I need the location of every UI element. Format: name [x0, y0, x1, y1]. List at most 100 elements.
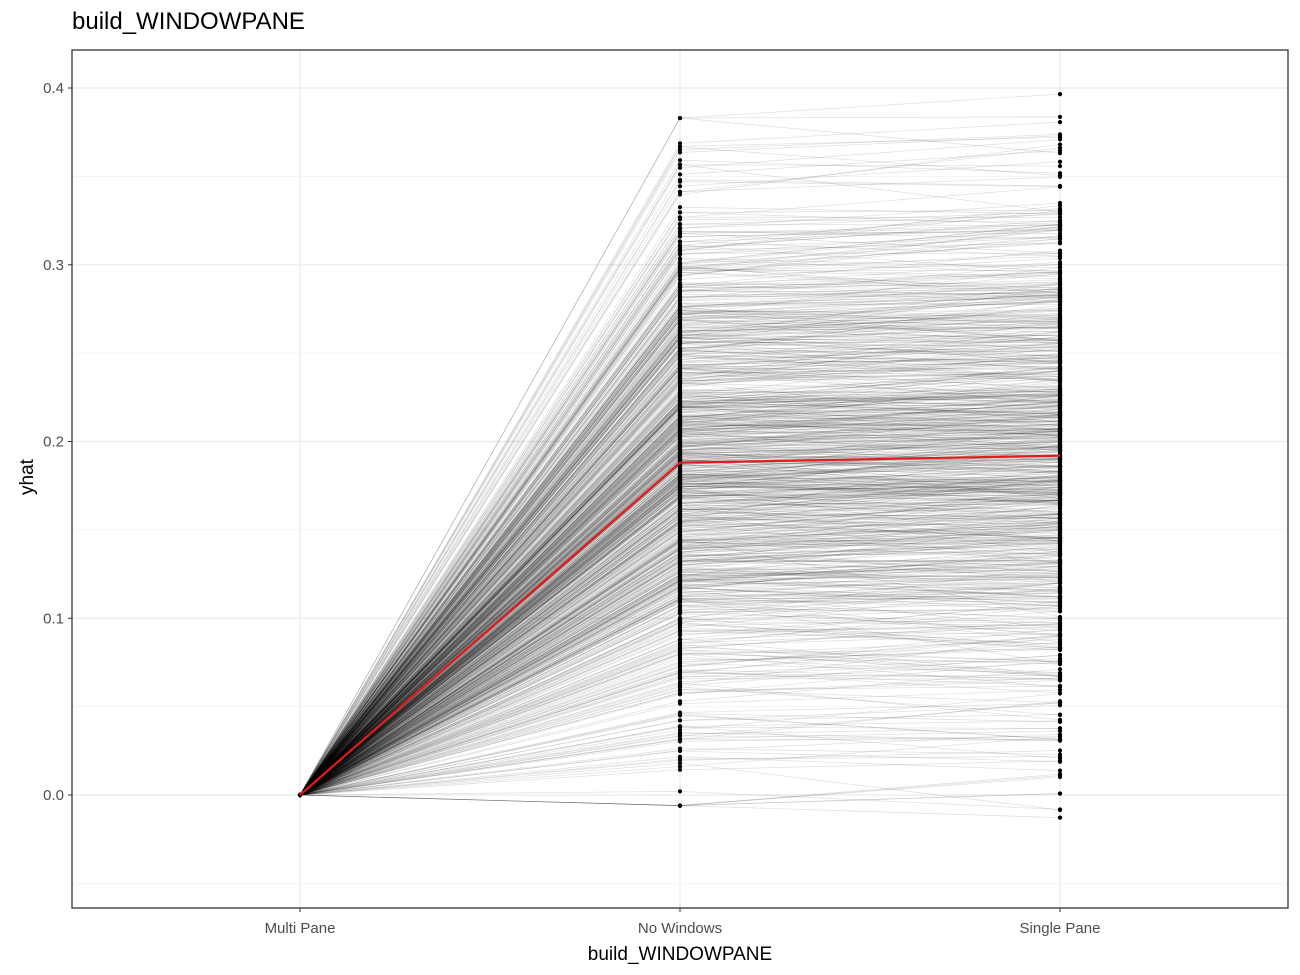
ice-point	[677, 306, 683, 311]
ice-point	[677, 767, 683, 772]
ice-point	[1057, 599, 1063, 604]
ice-point	[677, 269, 683, 275]
y-tick-label: 0.0	[43, 787, 64, 804]
ice-point	[1057, 807, 1063, 812]
ice-point	[1057, 398, 1063, 403]
ice-point	[677, 580, 683, 585]
ice-point	[1057, 449, 1063, 455]
ice-point	[1057, 641, 1063, 646]
ice-point	[677, 490, 683, 495]
ice-point	[677, 575, 683, 580]
ice-point	[1057, 303, 1063, 308]
x-axis-title: build_WINDOWPANE	[588, 944, 772, 965]
ice-point	[1057, 349, 1063, 354]
ice-point	[677, 503, 683, 509]
ice-point	[1057, 251, 1063, 256]
ice-point	[677, 653, 683, 658]
ice-point	[1057, 384, 1063, 389]
ice-point	[1057, 409, 1063, 414]
ice-point	[1057, 419, 1063, 424]
ice-point	[677, 263, 683, 268]
average-line	[299, 454, 1061, 796]
ice-point	[677, 476, 683, 481]
ice-point	[1057, 728, 1063, 733]
ice-point	[677, 430, 683, 435]
ice-point	[677, 364, 683, 369]
ice-point	[1057, 236, 1063, 242]
ice-point	[677, 672, 683, 678]
ice-point	[677, 438, 683, 443]
y-tick-label: 0.4	[43, 80, 64, 97]
ice-point	[677, 277, 683, 282]
ice-point	[1057, 674, 1063, 679]
ice-point	[677, 599, 683, 605]
ice-point	[677, 603, 683, 608]
ice-point	[677, 449, 683, 454]
ice-point	[1057, 415, 1063, 420]
ice-point	[677, 274, 683, 279]
ice-point	[1057, 337, 1063, 342]
ice-point	[1057, 637, 1063, 642]
ice-point	[1057, 317, 1063, 322]
ice-point	[677, 205, 683, 210]
ice-point	[1057, 171, 1063, 176]
ice-point	[677, 507, 683, 512]
x-tick-label: Multi Pane	[265, 920, 336, 937]
points-layer	[297, 92, 1063, 820]
y-tick-label: 0.2	[43, 434, 64, 451]
ice-point	[677, 608, 683, 613]
ice-point	[1057, 268, 1063, 273]
ice-point	[677, 623, 683, 628]
ice-point	[677, 144, 683, 149]
ice-point	[1057, 274, 1063, 279]
ice-point	[677, 521, 683, 526]
y-axis-title: yhat	[17, 458, 38, 495]
ice-point	[1057, 768, 1063, 773]
ice-point	[677, 718, 683, 723]
ice-point	[1057, 712, 1063, 717]
ice-point	[1057, 691, 1063, 696]
ice-point	[677, 563, 683, 568]
ice-point	[677, 669, 683, 675]
ice-point	[1057, 277, 1063, 282]
ice-point	[677, 540, 683, 545]
ice-point	[677, 239, 683, 244]
ice-point	[1057, 815, 1063, 820]
ice-point	[1057, 142, 1063, 147]
ice-point	[677, 480, 683, 485]
ice-point	[1057, 293, 1063, 298]
ice-point	[1057, 525, 1063, 530]
ice-point	[1057, 445, 1063, 450]
ice-point	[1057, 184, 1063, 190]
ice-point	[1057, 455, 1063, 461]
ice-point	[1057, 503, 1063, 508]
ice-point	[677, 764, 683, 769]
ice-point	[677, 701, 683, 706]
ice-point	[677, 141, 683, 146]
ice-point	[677, 434, 683, 439]
ice-point	[677, 248, 683, 253]
ice-point	[1057, 581, 1063, 586]
ice-point	[677, 682, 683, 687]
ice-point	[1057, 114, 1063, 119]
ice-point	[677, 210, 683, 215]
ice-point	[1057, 684, 1063, 690]
ice-point	[677, 381, 683, 386]
ice-point	[1057, 645, 1063, 650]
ice-point	[1057, 322, 1063, 327]
y-tick-label: 0.1	[43, 610, 64, 627]
ice-point	[677, 484, 683, 489]
ice-point	[677, 406, 683, 411]
ice-point	[1057, 132, 1063, 137]
ice-point	[1057, 758, 1063, 763]
ice-point	[677, 758, 683, 763]
ice-point	[1057, 174, 1063, 179]
ice-point	[677, 115, 683, 121]
ice-point	[1057, 732, 1063, 737]
ice-point	[1057, 325, 1063, 331]
ice-point	[1057, 137, 1063, 142]
ice-point	[1057, 489, 1063, 495]
ice-point	[1057, 148, 1063, 153]
ice-point	[1057, 159, 1063, 164]
